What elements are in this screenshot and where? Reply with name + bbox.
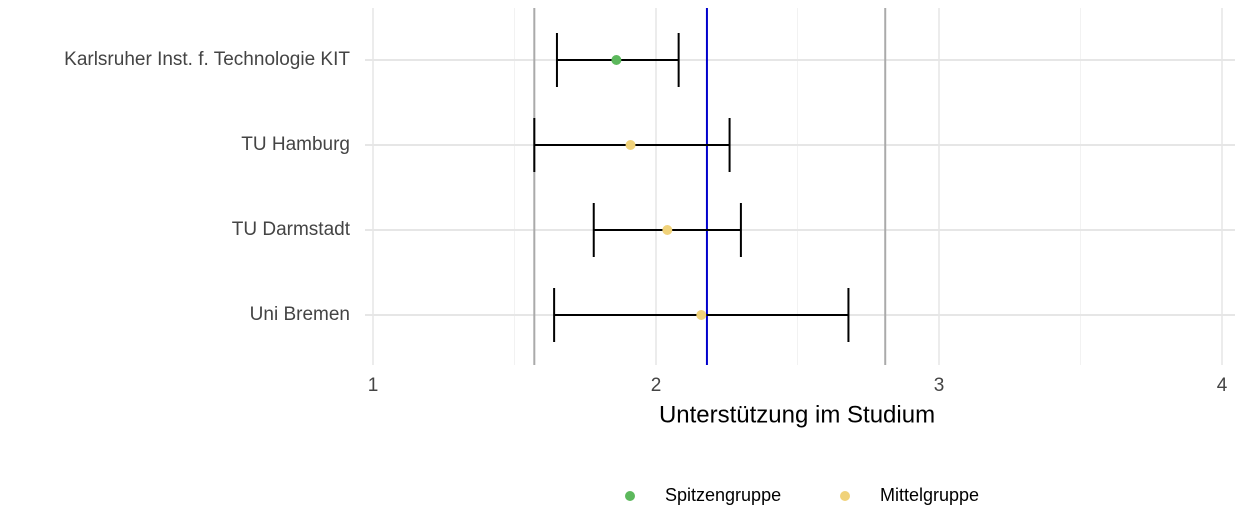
x-tick-label: 3 — [934, 375, 945, 396]
y-tick-label: Uni Bremen — [250, 304, 350, 325]
x-tick-label: 4 — [1217, 375, 1228, 396]
x-axis-label: Unterstützung im Studium — [659, 401, 935, 428]
y-tick-label: TU Hamburg — [241, 134, 350, 155]
point — [662, 225, 673, 235]
point — [611, 55, 622, 65]
point — [696, 310, 707, 320]
legend-label: Spitzengruppe — [665, 485, 781, 505]
y-tick-label: Karlsruher Inst. f. Technologie KIT — [64, 49, 350, 70]
x-tick-label: 2 — [651, 375, 662, 396]
y-tick-label: TU Darmstadt — [232, 219, 351, 240]
point — [625, 140, 636, 150]
x-tick-label: 1 — [368, 375, 379, 396]
legend-label: Mittelgruppe — [880, 485, 979, 505]
legend-marker — [625, 491, 635, 501]
legend-marker — [840, 491, 850, 501]
